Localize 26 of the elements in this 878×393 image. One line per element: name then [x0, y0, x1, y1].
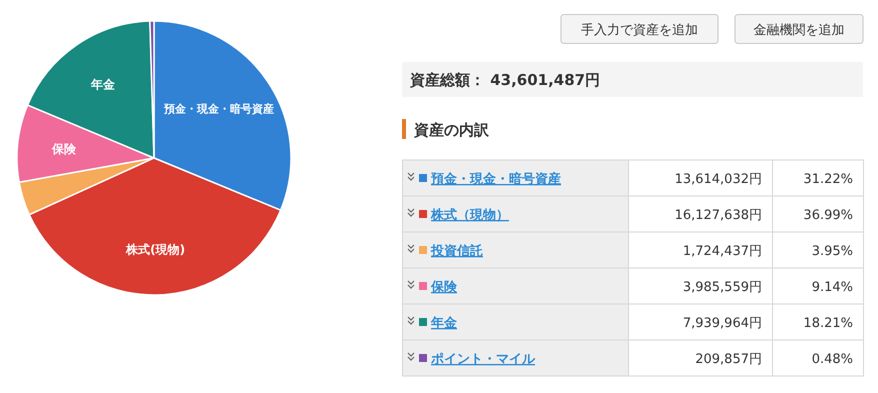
- text: 209,857円: [695, 352, 762, 367]
- legend-label: 投資信託: [430, 243, 483, 259]
- text: 手入力で資産を追加: [581, 22, 698, 38]
- text: 7,939,964円: [682, 316, 762, 331]
- text: 資産の内訳: [413, 121, 490, 139]
- text: 0.48%: [812, 352, 853, 367]
- legend-label: 保険: [430, 280, 458, 295]
- text: 資産総額： 43,601,487円: [409, 71, 600, 89]
- pie: 預金・現金・暗号資産 株式(現物) 保険 年金: [16, 20, 292, 296]
- slice-label: 保険: [51, 142, 78, 156]
- text: 16,127,638円: [674, 208, 762, 223]
- slice-label: 預金・現金・暗号資産: [162, 102, 274, 116]
- text: 9.14%: [812, 280, 853, 295]
- text: 金融機関を追加: [754, 23, 844, 38]
- legend-label: 預金・現金・暗号資産: [430, 171, 561, 187]
- text: 36.99%: [803, 208, 853, 223]
- legend-label: 株式（現物）: [430, 207, 509, 223]
- text: 13,614,032円: [674, 172, 762, 187]
- text: 3,985,559円: [682, 280, 762, 295]
- text: 1,724,437円: [682, 244, 762, 259]
- legend-label: ポイント・マイル: [430, 352, 536, 367]
- text: 18.21%: [803, 316, 853, 331]
- text: 3.95%: [812, 244, 853, 259]
- legend-label: 年金: [430, 316, 458, 331]
- slice-label: 年金: [90, 77, 116, 92]
- text: 31.22%: [803, 172, 853, 187]
